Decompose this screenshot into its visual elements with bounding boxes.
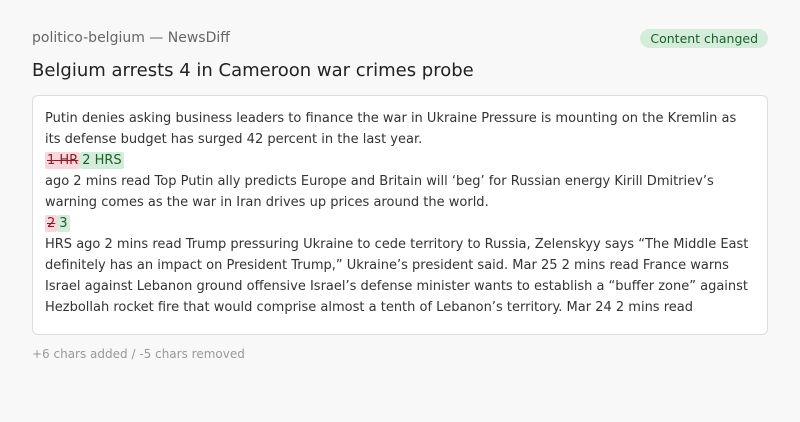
source-label: politico-belgium — NewsDiff [32, 30, 230, 46]
diff-stats: +6 chars added / -5 chars removed [32, 347, 245, 361]
added-text: 2 HRS [80, 152, 124, 169]
text-segment: Putin denies asking business leaders to … [45, 111, 737, 147]
status-badge: Content changed [640, 28, 768, 48]
page-title: Belgium arrests 4 in Cameroon war crimes… [32, 60, 474, 81]
removed-text: 1 HR [45, 152, 81, 169]
text-segment: HRS ago 2 mins read Trump pressuring Ukr… [45, 237, 749, 315]
diff-content: Putin denies asking business leaders to … [32, 95, 768, 335]
page: politico-belgium — NewsDiff Content chan… [32, 28, 768, 361]
removed-text: 2 [45, 215, 58, 232]
text-segment: ago 2 mins read Top Putin ally predicts … [45, 174, 714, 210]
header: politico-belgium — NewsDiff Content chan… [32, 28, 768, 48]
diff-change: 1 HR 2 HRS [45, 150, 755, 171]
added-text: 3 [57, 215, 70, 232]
